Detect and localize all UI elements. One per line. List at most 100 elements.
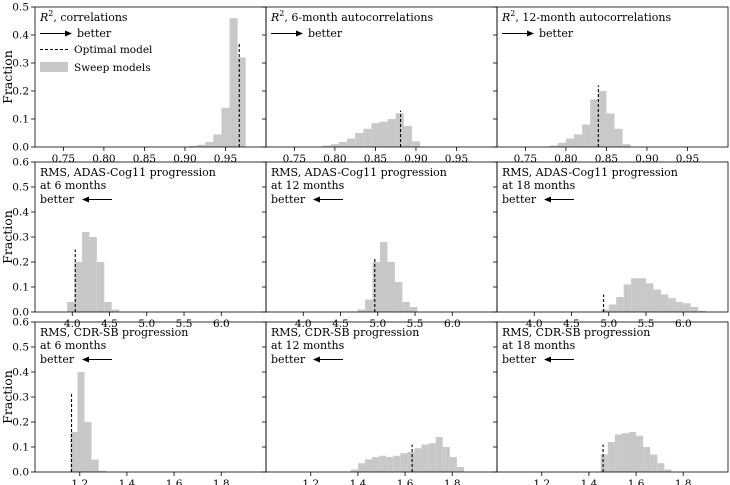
x-tick-label: 4.5 [101,318,118,330]
histogram-bar [683,303,691,312]
panel-6: 4.0 4.5 5.0 5.5 6.0 RMS, ADAS-Cog11 progressi… [493,161,729,330]
histogram-bar [601,309,609,312]
histogram-bar [449,457,457,472]
histogram-bar [606,113,615,147]
x-tick-label: 4.0 [295,318,312,330]
better-arrow-head [82,196,89,203]
histogram-bar [565,138,574,147]
histogram-bar [442,447,450,472]
x-tick-label: 0.90 [635,153,658,165]
legend-sweep-label: Sweep models [74,62,151,74]
histogram-bar [435,437,443,472]
histogram-bar [229,18,238,148]
panel-title: R2, 6-month autocorrelations [270,9,433,24]
x-tick-label: 1.6 [397,478,414,485]
panel-title-line: at 12 months [271,339,345,352]
histogram-bar [365,459,373,472]
y-tick-label: 0.4 [12,207,29,219]
histogram-bar [675,302,684,312]
histogram-bar [197,144,206,147]
histogram-bar [347,138,356,147]
histogram-bar [668,298,676,312]
histogram-bar [350,469,358,472]
axes-frame [496,6,729,148]
histogram-bar [77,372,85,472]
histogram-bar [421,444,429,472]
panel-title-line: RMS, ADAS-Cog11 progression [271,166,447,179]
histogram-bar [365,299,373,312]
y-tick-label: 0.0 [12,307,29,319]
x-tick-label: 4.5 [563,318,580,330]
histogram-bar [407,452,415,472]
legend-optimal-label: Optimal model [74,44,153,56]
y-tick-label: 0.5 [12,2,29,14]
histogram-bar [657,463,665,472]
histogram-bar [638,278,647,312]
x-tick-label: 0.95 [214,153,237,165]
panel-1: 0.75 0.80 0.85 0.90 0.95 0.0 0.1 0.2 0.3 0.4 0.5 Fr… [0,2,267,165]
histogram-bar [104,302,112,312]
x-tick-label: 1.8 [213,478,230,485]
x-tick-label: 0.75 [283,153,306,165]
panel-7: 1.2 1.4 1.6 1.8 0.0 0.1 0.2 0.3 0.4 0.5 0.6 Fractio… [0,317,267,485]
histogram-bar [574,134,583,147]
histogram-bar [614,434,622,472]
better-arrow-head [313,196,320,203]
x-tick-label: 1.8 [675,478,692,485]
histogram-bar [650,454,658,472]
better-label: better [40,193,75,206]
histogram-bar [690,307,699,312]
x-tick-label: 0.75 [52,153,75,165]
histogram-bar [371,123,380,147]
histogram-bar [698,310,706,312]
panel-title-line: at 18 months [502,179,576,192]
histogram-bar [357,463,365,472]
histogram-bar [357,309,366,312]
y-tick-label: 0.3 [12,392,29,404]
x-tick-label: 0.85 [133,153,156,165]
histogram-bar [622,144,631,147]
histogram-bar [643,447,651,472]
y-tick-label: 0.1 [12,282,29,294]
histogram-bar [629,432,637,472]
histogram-bar [363,128,372,147]
panel-title-line: at 6 months [40,339,107,352]
y-tick-label: 0.6 [12,157,29,169]
x-tick-label: 4.5 [332,318,349,330]
x-tick-label: 5.5 [638,318,655,330]
histogram-bar [409,307,418,312]
histogram-bar [400,453,408,472]
histogram-bar [330,144,339,147]
x-tick-label: 1.8 [444,478,461,485]
histogram-bar [607,442,615,472]
x-tick-label: 0.95 [676,153,699,165]
histogram-bar [386,457,394,472]
y-tick-label: 0.1 [12,114,29,126]
y-tick-label: 0.4 [12,367,29,379]
x-tick-label: 6.0 [213,318,230,330]
y-tick-label: 0.3 [12,232,29,244]
histogram-bar [98,470,106,472]
histogram-bar [623,284,632,312]
histogram-bar [403,126,412,147]
x-tick-label: 0.80 [323,153,346,165]
x-tick-label: 6.0 [444,318,461,330]
x-tick-label: 0.90 [173,153,196,165]
histogram-bar [355,133,364,147]
y-tick-label: 0.3 [12,58,29,70]
panel-title-line: RMS, CDR-SB progression [40,326,188,339]
histogram-bar [664,469,672,472]
histogram-bar [582,124,591,147]
histogram-bar [81,232,90,312]
x-tick-label: 6.0 [675,318,692,330]
better-label: better [77,27,112,40]
better-label: better [539,27,574,40]
y-axis-label: Fraction [0,210,15,264]
y-axis-label: Fraction [0,50,15,104]
y-tick-label: 0.5 [12,342,29,354]
x-tick-label: 0.90 [404,153,427,165]
y-tick-label: 0.0 [12,467,29,479]
histogram-bar [372,262,381,312]
better-arrow-head [296,30,303,37]
